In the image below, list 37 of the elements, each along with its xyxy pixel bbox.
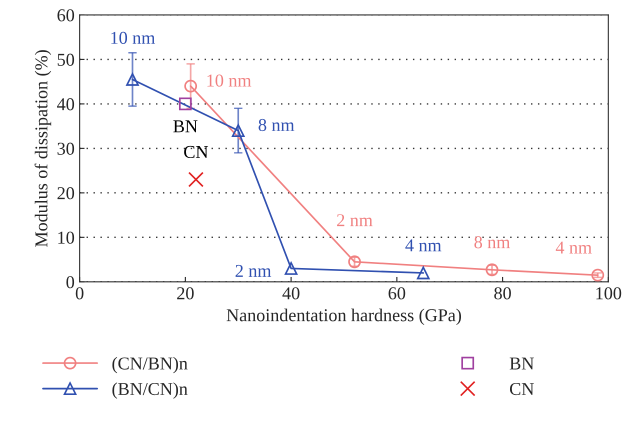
annotation: 10 nm xyxy=(207,74,252,87)
annotation: 2 nm xyxy=(236,264,272,277)
x-tick-label: 40 xyxy=(282,287,300,300)
annotation: CN xyxy=(184,146,208,158)
point xyxy=(188,172,204,188)
y-axis-title: Modulus of dissipation (%) xyxy=(34,50,52,247)
legend-label: BN xyxy=(510,358,534,370)
legend-label: CN xyxy=(510,382,534,396)
point xyxy=(591,268,604,282)
y-tick-label: 30 xyxy=(58,142,74,155)
annotation: BN xyxy=(173,120,198,132)
y-tick-label: 20 xyxy=(58,187,74,200)
x-tick-label: 20 xyxy=(177,287,194,300)
point xyxy=(126,73,139,86)
legend-label: (BN/CN)n xyxy=(112,382,188,399)
annotation: 10 nm xyxy=(111,32,156,44)
x-tick-label: 80 xyxy=(494,287,511,300)
y-tick-label: 60 xyxy=(57,9,74,22)
annotation: 4 nm xyxy=(405,239,442,252)
annotation: 8 nm xyxy=(474,236,510,248)
point xyxy=(284,262,298,275)
annotation: 2 nm xyxy=(337,214,373,226)
point xyxy=(232,124,245,137)
annotation: 8 nm xyxy=(258,118,294,132)
y-tick-label: 0 xyxy=(66,276,74,288)
annotation: 4 nm xyxy=(556,242,592,254)
x-tick-label: 100 xyxy=(596,287,622,300)
point xyxy=(416,266,430,280)
x-axis-title: Nanoindentation hardness (GPa) xyxy=(226,308,462,325)
y-tick-label: 50 xyxy=(58,54,74,66)
point xyxy=(184,80,198,92)
x-tick-label: 60 xyxy=(388,287,406,300)
point xyxy=(178,98,192,110)
y-tick-label: 10 xyxy=(58,232,74,244)
x-tick-label: 0 xyxy=(76,287,84,300)
y-tick-label: 40 xyxy=(57,98,74,110)
legend-label: (CN/BN)n xyxy=(112,356,188,374)
